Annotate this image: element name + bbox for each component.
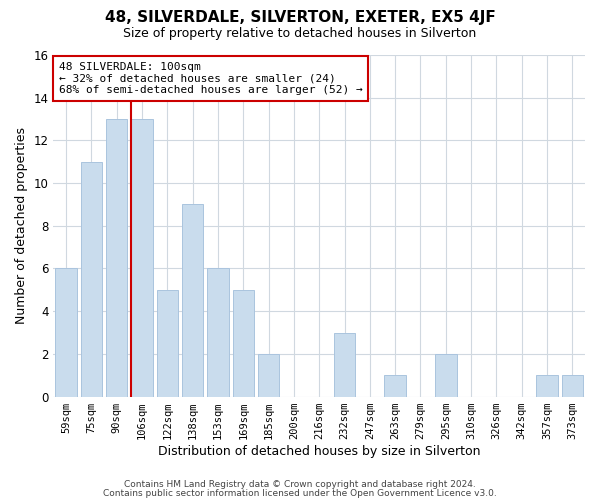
- Bar: [435, 354, 457, 397]
- Text: Size of property relative to detached houses in Silverton: Size of property relative to detached ho…: [124, 28, 476, 40]
- Bar: [207, 268, 229, 396]
- Text: 48, SILVERDALE, SILVERTON, EXETER, EX5 4JF: 48, SILVERDALE, SILVERTON, EXETER, EX5 4…: [104, 10, 496, 25]
- Bar: [106, 119, 127, 396]
- Bar: [385, 375, 406, 396]
- Y-axis label: Number of detached properties: Number of detached properties: [15, 128, 28, 324]
- Text: Contains public sector information licensed under the Open Government Licence v3: Contains public sector information licen…: [103, 488, 497, 498]
- Bar: [55, 268, 77, 396]
- Bar: [157, 290, 178, 397]
- Bar: [334, 332, 355, 396]
- Bar: [131, 119, 153, 396]
- X-axis label: Distribution of detached houses by size in Silverton: Distribution of detached houses by size …: [158, 444, 481, 458]
- Text: 48 SILVERDALE: 100sqm
← 32% of detached houses are smaller (24)
68% of semi-deta: 48 SILVERDALE: 100sqm ← 32% of detached …: [59, 62, 362, 95]
- Bar: [536, 375, 558, 396]
- Bar: [80, 162, 102, 396]
- Bar: [562, 375, 583, 396]
- Bar: [182, 204, 203, 396]
- Text: Contains HM Land Registry data © Crown copyright and database right 2024.: Contains HM Land Registry data © Crown c…: [124, 480, 476, 489]
- Bar: [258, 354, 280, 397]
- Bar: [233, 290, 254, 397]
